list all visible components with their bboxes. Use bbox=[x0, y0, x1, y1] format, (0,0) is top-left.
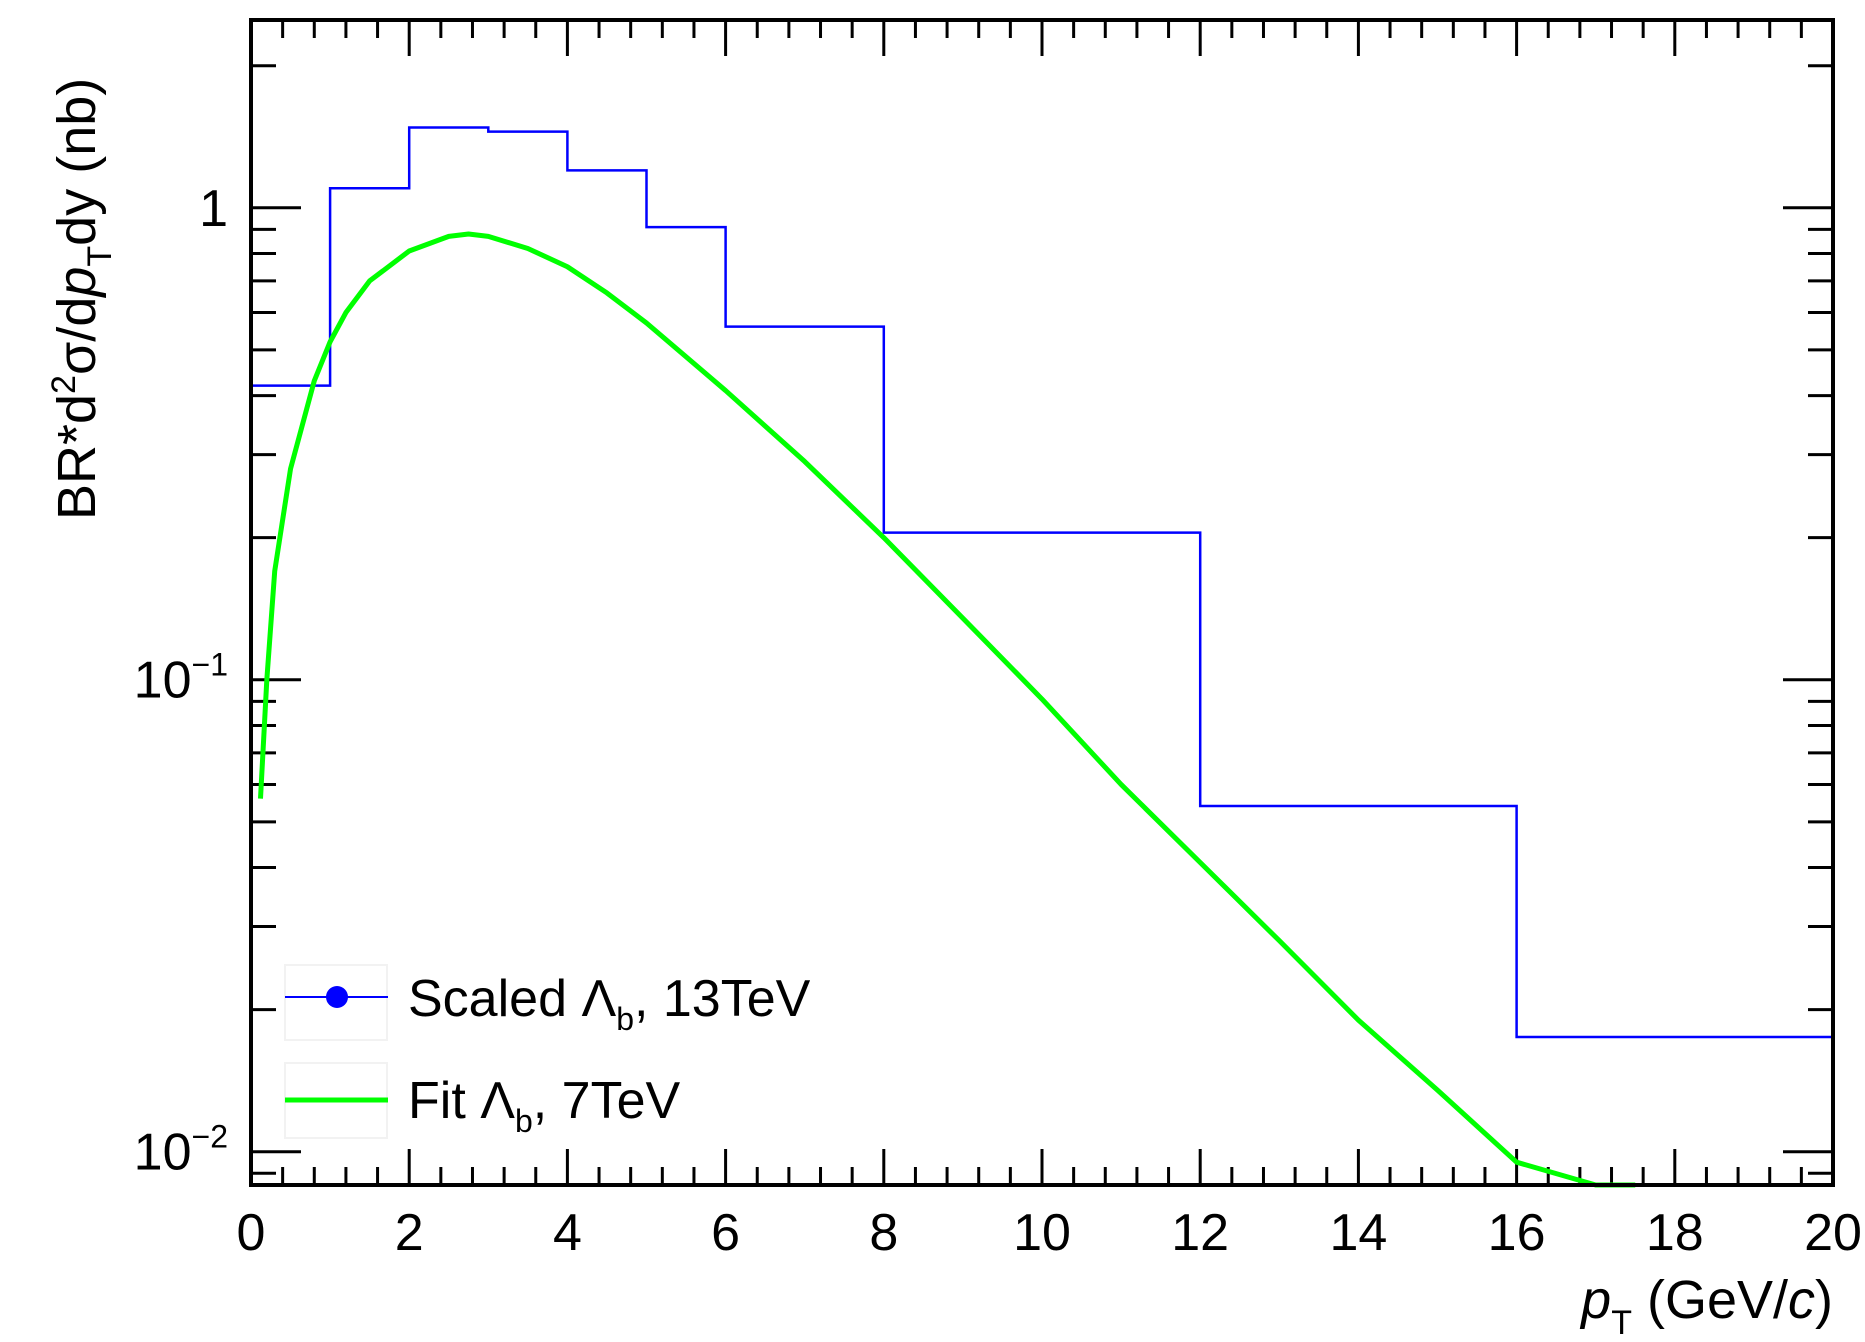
legend-label-scaled-post: , 13TeV bbox=[634, 970, 811, 1028]
legend-label-scaled: Scaled Λb, 13TeV bbox=[408, 970, 811, 1037]
axis-ticks bbox=[249, 20, 1835, 1185]
x-tick-label: 6 bbox=[711, 1204, 740, 1262]
y-axis-title-mid: σ/d bbox=[47, 297, 107, 375]
series-layer bbox=[251, 126, 1833, 1188]
y-axis-title-sup: 2 bbox=[45, 375, 83, 394]
y-axis-title: BR*d2σ/dpTdy (nb) bbox=[45, 78, 119, 520]
x-axis-title-var: p bbox=[1579, 1270, 1611, 1330]
legend: Scaled Λb, 13TeV Fit Λb, 7TeV bbox=[284, 964, 811, 1139]
fit-7tev-curve bbox=[257, 231, 1636, 1188]
legend-marker-scaled bbox=[326, 986, 348, 1008]
x-tick-label: 10 bbox=[1013, 1204, 1071, 1262]
y-axis-title-prefix: BR*d bbox=[47, 394, 107, 520]
y-axis-title-sub: T bbox=[81, 246, 119, 267]
x-tick-label: 16 bbox=[1488, 1204, 1546, 1262]
legend-label-fit-post: , 7TeV bbox=[533, 1072, 681, 1130]
x-tick-label: 14 bbox=[1329, 1204, 1387, 1262]
legend-label-fit-sub: b bbox=[515, 1103, 533, 1139]
x-tick-label: 4 bbox=[553, 1204, 582, 1262]
y-tick-label: 10−2 bbox=[134, 1119, 228, 1182]
x-tick-label: 8 bbox=[869, 1204, 898, 1262]
x-tick-label: 0 bbox=[237, 1204, 266, 1262]
legend-label-fit-pre: Fit Λ bbox=[408, 1072, 515, 1130]
x-axis-title-unit-post: ) bbox=[1815, 1270, 1833, 1330]
legend-label-scaled-pre: Scaled Λ bbox=[408, 970, 616, 1028]
plot-frame bbox=[249, 18, 1835, 1187]
x-tick-label: 2 bbox=[395, 1204, 424, 1262]
y-tick-label-base: 10 bbox=[134, 652, 192, 710]
x-tick-label: 12 bbox=[1171, 1204, 1229, 1262]
y-tick-label-exp: −2 bbox=[192, 1119, 228, 1155]
scaled-13tev-histogram bbox=[251, 126, 1833, 1039]
y-tick-label: 1 bbox=[199, 180, 228, 238]
y-axis-title-var: p bbox=[47, 267, 107, 299]
legend-label-fit: Fit Λb, 7TeV bbox=[408, 1072, 680, 1139]
x-axis-title-unit-pre: (GeV/ bbox=[1632, 1270, 1788, 1330]
x-axis-title-unit-var: c bbox=[1788, 1270, 1815, 1330]
y-tick-label: 10−1 bbox=[134, 647, 228, 710]
y-axis-title-suffix: dy (nb) bbox=[47, 78, 107, 246]
y-tick-label-base: 10 bbox=[134, 1124, 192, 1182]
legend-label-scaled-sub: b bbox=[616, 1001, 634, 1037]
x-axis-title: pT (GeV/c) bbox=[1579, 1270, 1833, 1342]
y-tick-label-base: 1 bbox=[199, 180, 228, 238]
y-tick-label-exp: −1 bbox=[192, 647, 228, 683]
legend-box bbox=[284, 964, 388, 1041]
x-axis-title-sub: T bbox=[1611, 1304, 1632, 1342]
x-tick-label: 20 bbox=[1804, 1204, 1862, 1262]
x-tick-label: 18 bbox=[1646, 1204, 1704, 1262]
